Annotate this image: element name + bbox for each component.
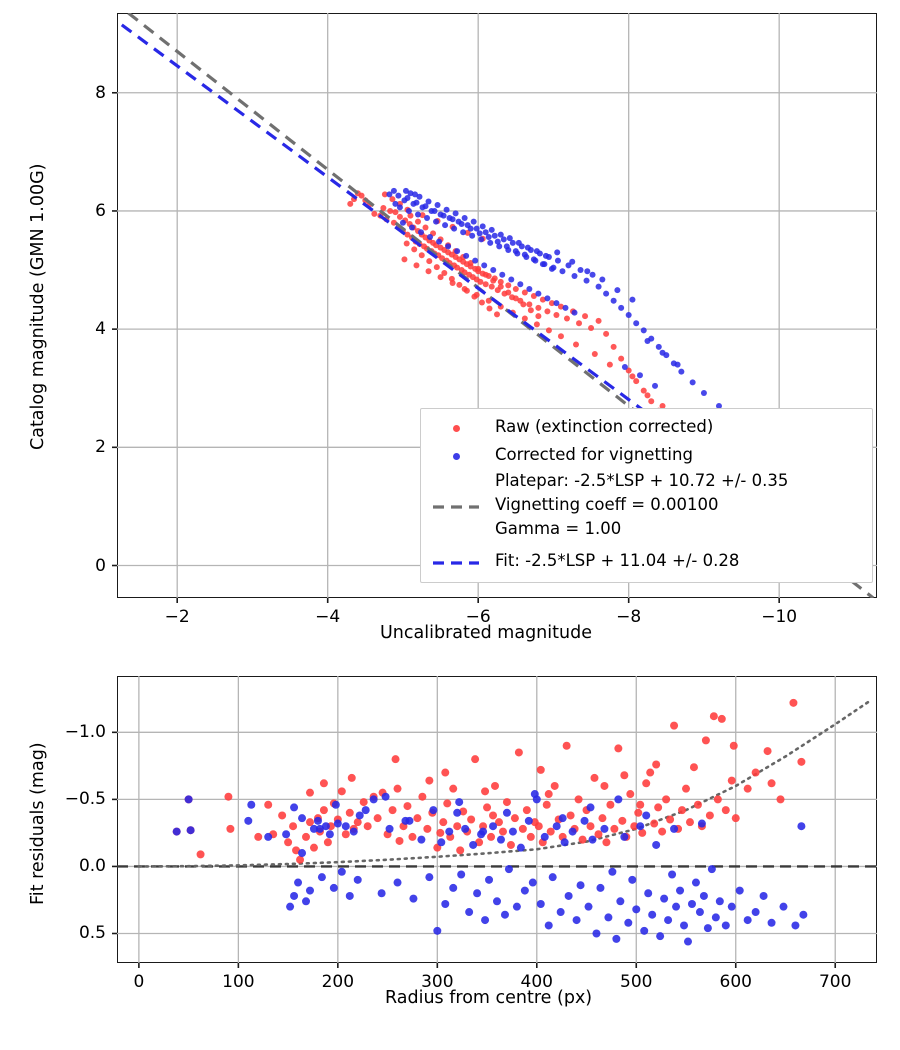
- x-tick-label: 400: [520, 972, 554, 992]
- y-tick-label: 0: [95, 555, 106, 576]
- legend: [420, 408, 873, 583]
- top-x-axis-label: Uncalibrated magnitude: [380, 623, 592, 643]
- y-tick-label: 0.0: [78, 856, 106, 877]
- plot-content: [117, 698, 877, 946]
- y-tick-label: 4: [95, 319, 106, 340]
- x-tick-label: 700: [818, 972, 852, 992]
- tickmarks: [112, 91, 780, 603]
- legend-marker-dot: [452, 453, 460, 460]
- x-tick-label: −8: [616, 607, 642, 627]
- legend-entry-label: Raw (extinction corrected): [495, 417, 714, 436]
- x-tick-label: −4: [315, 607, 341, 627]
- x-tick-label: 300: [421, 972, 454, 992]
- x-tick-label: 100: [222, 972, 255, 992]
- legend-entry-label: Platepar: -2.5*LSP + 10.72 +/- 0.35: [495, 471, 789, 490]
- legend-entry-label: Gamma = 1.00: [495, 519, 622, 538]
- y-tick-label: 8: [95, 82, 106, 103]
- y-tick-label: 2: [95, 437, 106, 458]
- x-tick-label: 600: [719, 972, 752, 992]
- scatter-series: [386, 187, 722, 409]
- tickmarks: [112, 731, 837, 968]
- y-tick-label: −1.0: [64, 722, 106, 743]
- legend-entry-label: Vignetting coeff = 0.00100: [495, 495, 719, 514]
- x-tick-label: 0: [133, 972, 145, 992]
- y-tick-label: 0.5: [78, 923, 106, 944]
- legend-marker-dot: [452, 425, 460, 432]
- legend-entry-label: Corrected for vignetting: [495, 445, 693, 464]
- x-tick-label: −10: [761, 607, 798, 627]
- legend-entry-label: Fit: -2.5*LSP + 11.04 +/- 0.28: [495, 551, 740, 570]
- x-tick-label: −6: [465, 607, 491, 627]
- y-tick-label: −0.5: [64, 789, 106, 810]
- bottom-x-axis-label: Radius from centre (px): [385, 988, 593, 1008]
- bottom-y-axis-label: Fit residuals (mag): [28, 742, 48, 905]
- scatter-series: [172, 790, 808, 946]
- y-tick-label: 6: [95, 200, 106, 221]
- x-tick-label: 500: [620, 972, 653, 992]
- x-tick-label: 200: [321, 972, 355, 992]
- scatter-series: [347, 190, 666, 414]
- legend-marker-dashed: [433, 505, 479, 509]
- legend-marker-dashed: [433, 561, 479, 565]
- x-tick-label: −2: [164, 607, 190, 627]
